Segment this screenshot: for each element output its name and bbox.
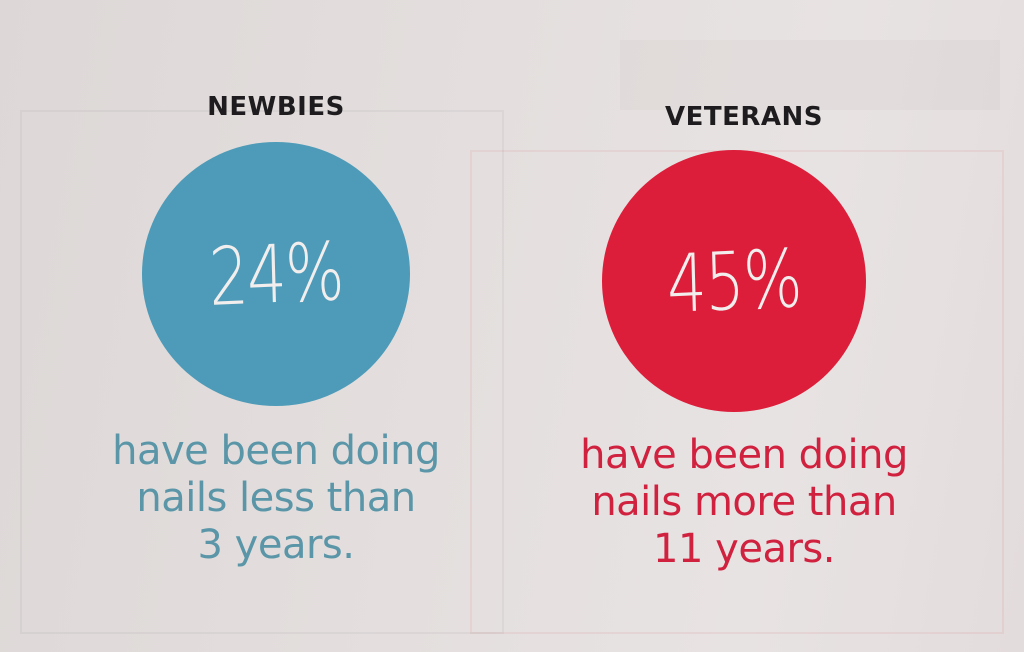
- stat-label: VETERANS: [664, 102, 823, 132]
- stat-description: have been doing nails more than 11 years…: [514, 432, 974, 573]
- stat-percentage: 24%: [207, 224, 345, 324]
- description-line: nails less than: [136, 475, 416, 521]
- description-line: nails more than: [591, 479, 897, 525]
- print-through-box: [20, 110, 504, 634]
- description-line: have been doing: [580, 432, 908, 478]
- stat-percentage: 45%: [665, 231, 803, 331]
- stat-label: NEWBIES: [207, 92, 345, 122]
- description-line: 11 years.: [653, 526, 835, 572]
- description-line: have been doing: [112, 428, 440, 474]
- stat-circle: 24%: [142, 142, 410, 406]
- description-line: 3 years.: [197, 522, 355, 568]
- stat-description: have been doing nails less than 3 years.: [46, 428, 506, 569]
- print-through-heading: [620, 40, 1000, 110]
- stat-circle: 45%: [602, 150, 866, 412]
